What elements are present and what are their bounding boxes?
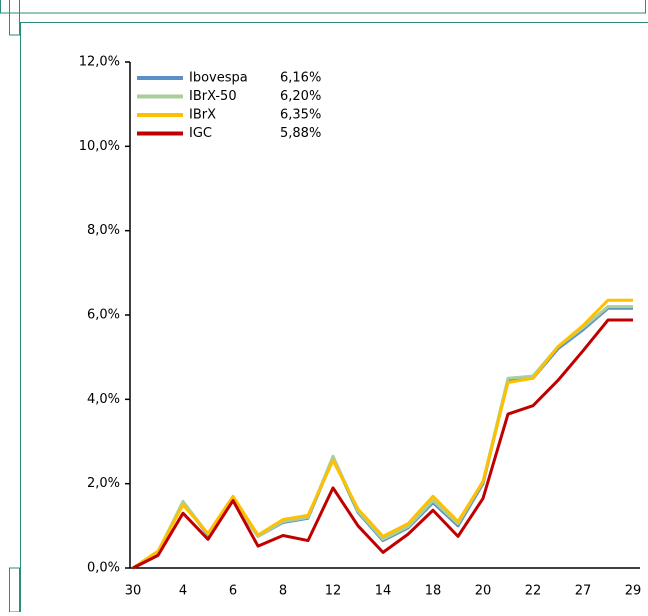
y-tick-label: 8,0% — [87, 223, 120, 238]
x-tick-label: 22 — [525, 584, 542, 599]
x-tick-label: 20 — [475, 584, 492, 599]
x-tick-label: 6 — [229, 584, 237, 599]
x-tick-label: 4 — [179, 584, 187, 599]
y-tick-label: 6,0% — [87, 308, 120, 323]
legend-value: 6,16% — [280, 71, 321, 86]
legend-value: 6,35% — [280, 108, 321, 123]
x-tick-label: 30 — [125, 584, 142, 599]
legend-value: 6,20% — [280, 89, 321, 104]
y-tick-label: 12,0% — [79, 55, 120, 70]
x-tick-label: 8 — [279, 584, 287, 599]
y-tick-label: 0,0% — [87, 561, 120, 576]
legend-label: IGC — [189, 126, 212, 141]
legend-label: Ibovespa — [189, 71, 248, 86]
x-tick-label: 29 — [625, 584, 642, 599]
legend-label: IBrX — [189, 108, 216, 123]
y-tick-label: 2,0% — [87, 476, 120, 491]
left-tab — [9, 567, 20, 613]
x-tick-label: 18 — [425, 584, 442, 599]
series-line — [132, 318, 633, 570]
x-tick-label: 12 — [325, 584, 342, 599]
series-line — [132, 298, 633, 570]
top-frame — [0, 0, 646, 14]
x-tick-label: 14 — [375, 584, 392, 599]
legend-value: 5,88% — [280, 126, 321, 141]
y-tick-label: 10,0% — [79, 139, 120, 154]
left-tab — [9, 0, 20, 36]
legend-label: IBrX-50 — [189, 89, 237, 104]
y-tick-label: 4,0% — [87, 392, 120, 407]
x-tick-label: 27 — [575, 584, 592, 599]
